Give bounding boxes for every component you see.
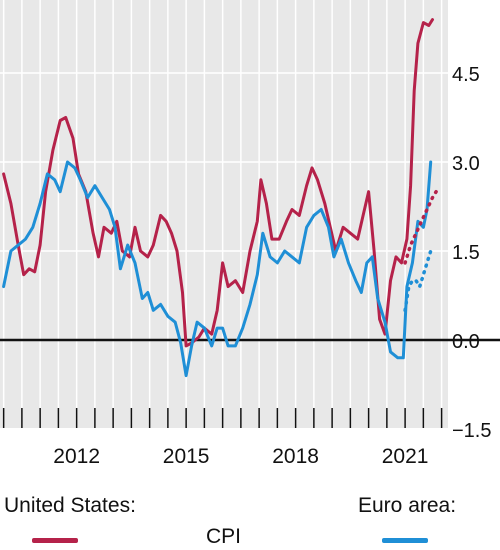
x-tick-label: 2012: [53, 445, 100, 468]
series-layer: [2, 18, 438, 378]
cpi-line-chart: 4.5 3.0 1.5 0.0 −1.5 2012 2015 2018 2021: [0, 0, 500, 468]
y-tick-label: 4.5: [452, 64, 480, 86]
x-axis: 2012 2015 2018 2021: [2, 408, 443, 468]
y-axis: 4.5 3.0 1.5 0.0 −1.5: [452, 64, 491, 442]
y-tick-label: 0.0: [452, 331, 480, 353]
dotted-us-cpi-line: [403, 189, 438, 265]
dotted-euro-cpi-line: [403, 249, 433, 313]
x-tick-label: 2021: [382, 445, 429, 468]
euro-cpi-line: [2, 160, 433, 378]
y-tick-label: 3.0: [452, 153, 480, 175]
legend-us-line: [32, 538, 78, 543]
x-tick-label: 2015: [163, 445, 210, 468]
y-tick-label: −1.5: [452, 420, 491, 442]
y-tick-label: 1.5: [452, 242, 480, 264]
legend-euro-label: Euro area:: [358, 494, 457, 517]
x-tick-label: 2018: [272, 445, 319, 468]
legend-us-label: United States:: [4, 494, 136, 517]
legend-euro-line: [382, 538, 428, 543]
legend-cpi-label: CPI: [206, 525, 242, 548]
plot-background: [0, 0, 448, 428]
